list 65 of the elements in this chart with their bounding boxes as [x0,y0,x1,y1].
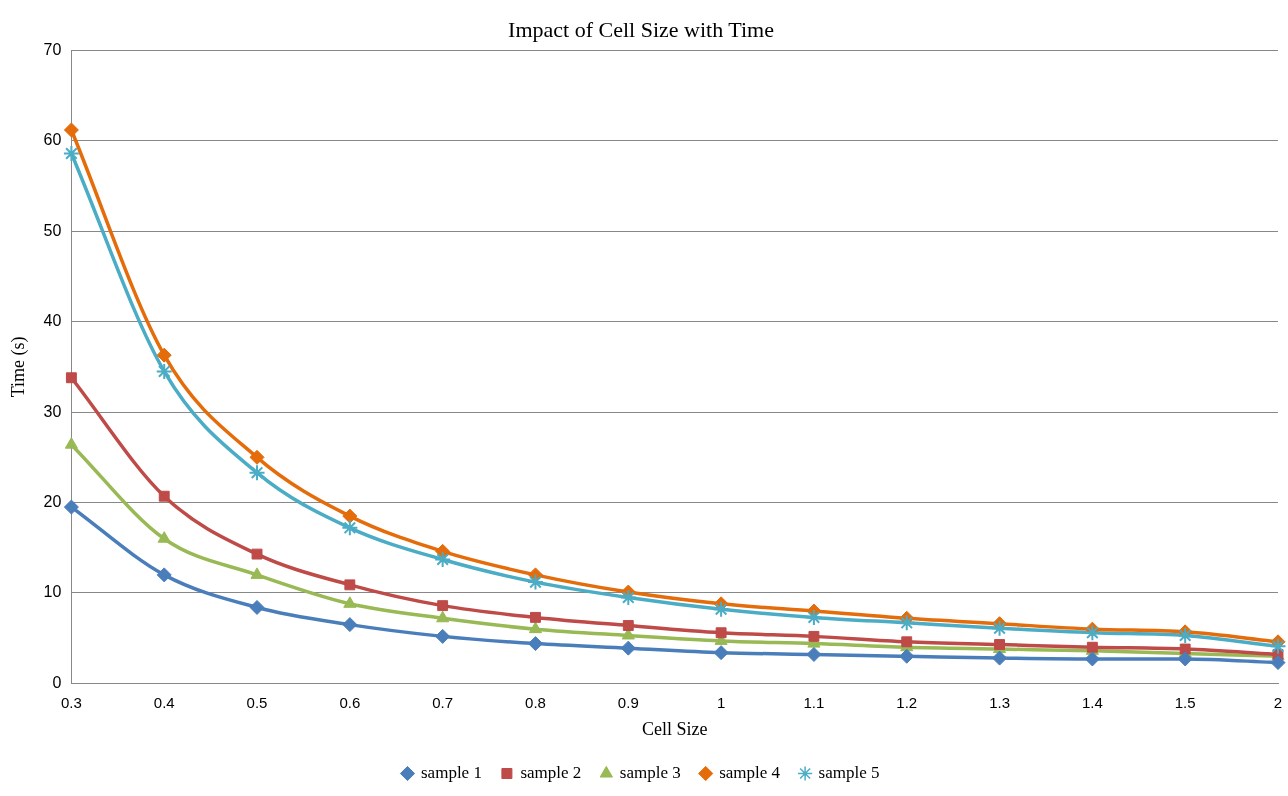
point [992,650,1008,666]
x-axis-title: Cell Size [641,718,708,739]
y-tick-label: 60 [43,131,62,149]
point [437,600,449,612]
x-tick-label: 1.2 [896,693,918,711]
legend-label: sample 4 [719,762,781,782]
x-tick-label: 0.5 [246,693,268,711]
point [342,617,358,633]
point [436,610,450,623]
point [1084,651,1100,667]
point [528,621,543,634]
y-tick-label: 20 [43,492,62,510]
x-tick-label: 1 [716,693,726,711]
point [156,347,172,363]
point [63,122,79,138]
y-tick-label: 70 [43,40,62,58]
y-axis-title: Time (s) [7,336,29,398]
point [435,628,451,644]
point [249,599,265,615]
x-tick-label: 0.3 [60,693,82,711]
point [808,630,820,642]
point [899,648,915,664]
x-tick-label: 0.9 [617,693,639,711]
x-tick-label: 0.8 [525,693,546,711]
point [622,620,634,631]
point [715,627,727,639]
point [620,640,636,656]
legend-label: sample 5 [818,762,880,782]
y-tick-label: 10 [43,583,62,601]
y-tick-label: 0 [52,673,62,691]
x-tick-label: 1.3 [989,693,1010,711]
point [65,372,77,384]
point [530,611,541,623]
legend-label: sample 2 [520,762,582,782]
point [250,567,264,579]
x-tick-label: 0.6 [339,693,361,711]
point [342,508,358,524]
legend-label: sample 3 [619,762,681,782]
point [901,636,913,648]
point [806,646,822,662]
point [527,636,543,652]
x-tick-label: 1.4 [1081,693,1103,711]
point [63,499,79,515]
y-tick-label: 40 [43,312,62,330]
point [1177,651,1193,667]
y-tick-label: 50 [43,221,62,239]
point [994,639,1005,650]
chart-title: Impact of Cell Size with Time [508,16,774,42]
point [156,567,172,583]
y-tick-label: 30 [43,402,62,420]
x-tick-label: 0.7 [432,693,454,711]
x-tick-label: 0.4 [153,693,175,711]
point [1270,655,1286,671]
point [343,596,357,608]
point [344,579,356,591]
point [249,449,265,465]
x-tick-label: 1.5 [1174,693,1196,711]
point [158,490,170,502]
point [251,548,263,560]
x-tick-label: 1.1 [803,693,825,711]
point [713,645,729,661]
x-tick-label: 2 [1273,693,1283,711]
point [64,437,78,449]
point [157,531,171,543]
legend-label: sample 1 [420,762,482,782]
